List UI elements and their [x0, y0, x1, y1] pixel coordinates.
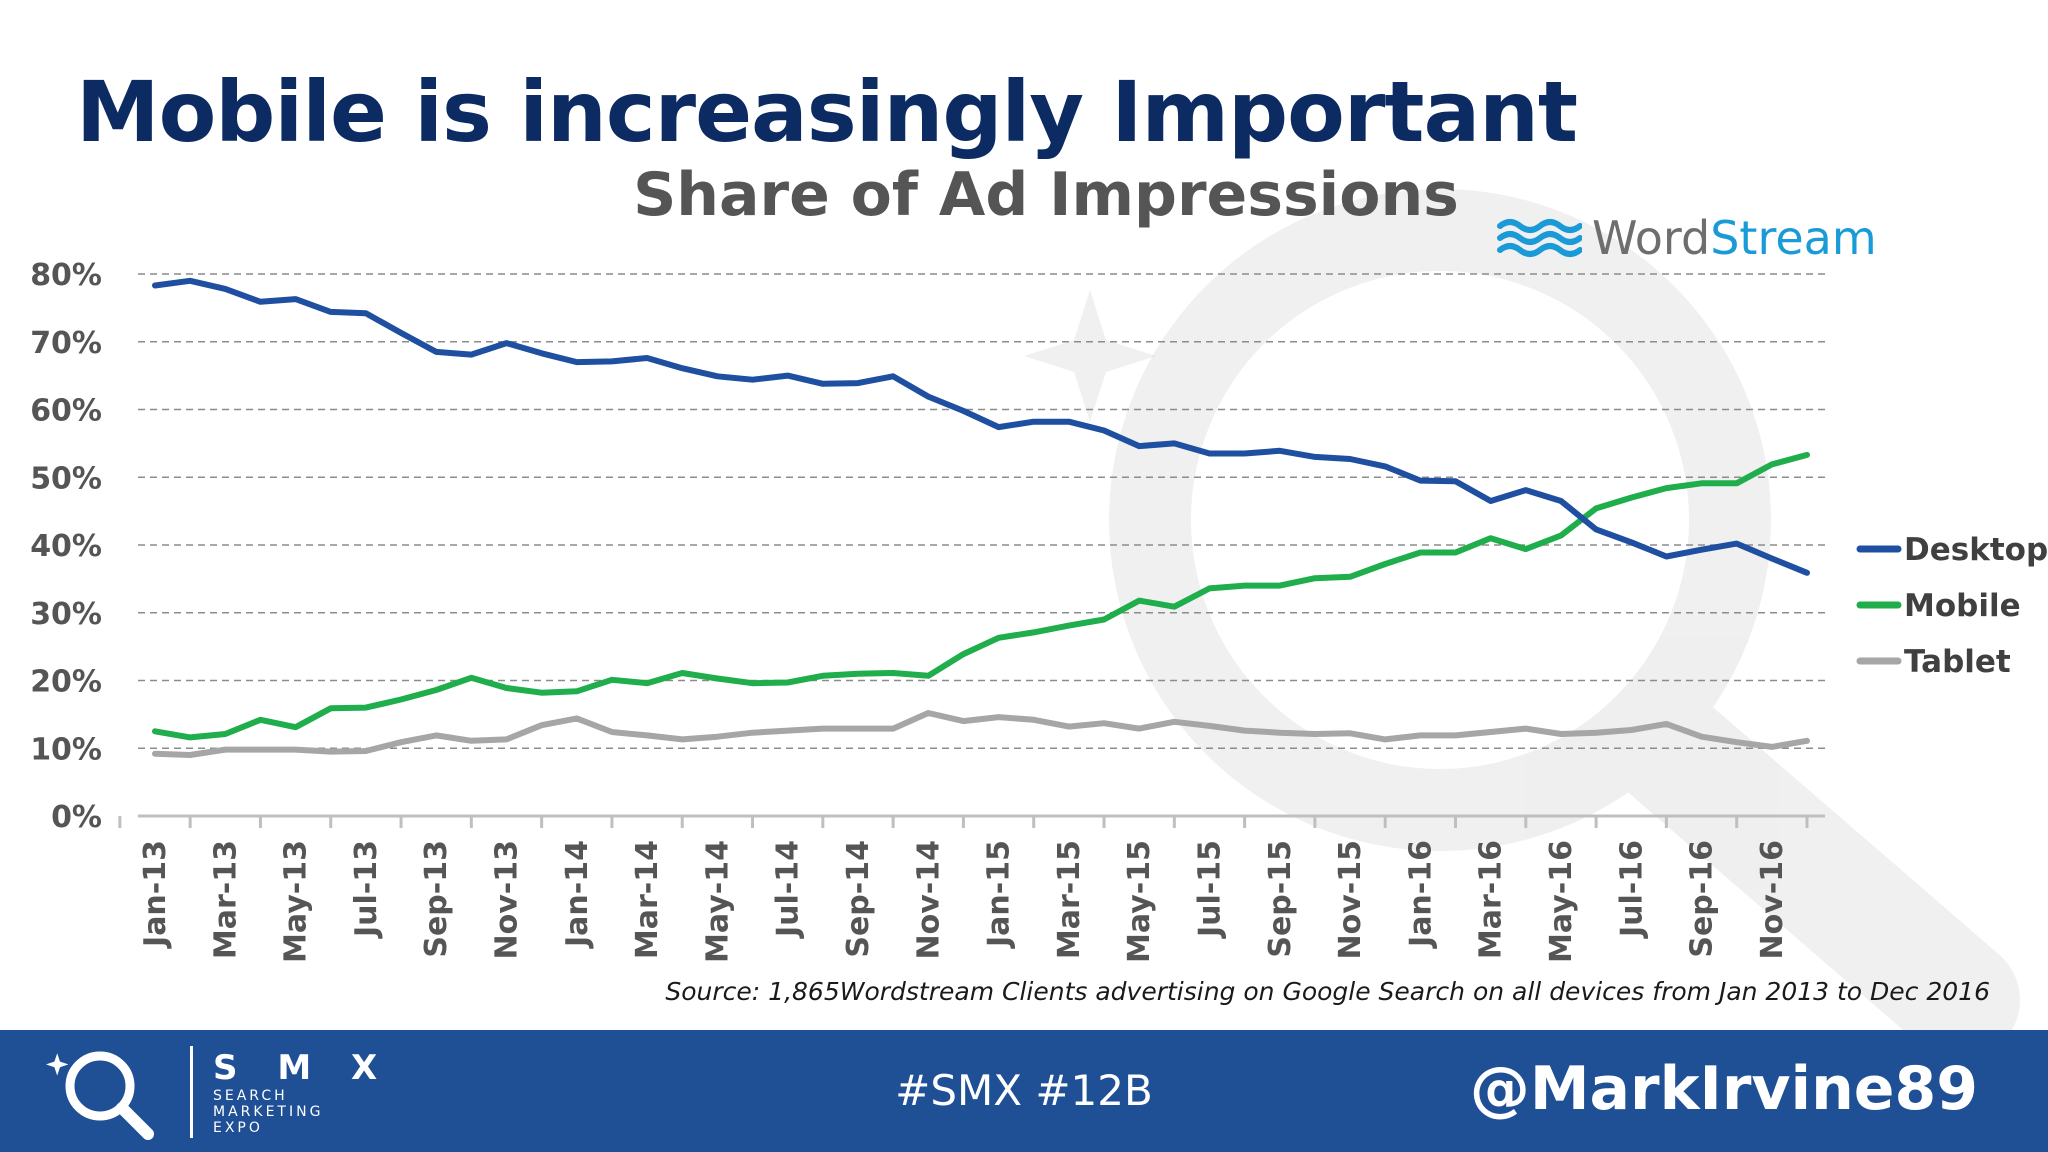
x-tick-label: Mar-15: [1052, 840, 1087, 959]
x-axis: [118, 814, 1825, 828]
smx-line-1: SEARCH: [213, 1088, 288, 1104]
x-tick-label: Jan-13: [138, 840, 173, 949]
x-tick-label: Jul-15: [1192, 840, 1227, 939]
x-tick-label: Jan-14: [560, 840, 595, 949]
twitter-handle: @MarkIrvine89: [1469, 1054, 1978, 1124]
y-tick-label: 20%: [30, 665, 102, 700]
y-tick-label: 10%: [30, 732, 102, 767]
y-tick-label: 0%: [51, 800, 102, 835]
series-line-desktop: [152, 277, 1810, 576]
smx-divider: [190, 1046, 193, 1138]
y-tick-label: 50%: [30, 461, 102, 496]
x-tick-label: Mar-16: [1474, 840, 1509, 959]
y-tick-label: 30%: [30, 597, 102, 632]
x-tick-label: Jul-16: [1614, 840, 1649, 939]
series-line-tablet: [152, 710, 1810, 758]
x-tick-label: Jul-13: [349, 840, 384, 939]
smx-brand: S M X: [213, 1048, 392, 1088]
x-tick-label: Nov-13: [489, 840, 524, 959]
logo-word: Word: [1592, 211, 1711, 265]
smx-wordmark: S M X SEARCH MARKETING EXPO: [213, 1048, 391, 1136]
x-tick-label: Jul-14: [771, 840, 806, 939]
x-tick-label: Sep-15: [1263, 840, 1298, 958]
x-tick-label: Jan-16: [1403, 840, 1438, 949]
wave-icon: [1497, 219, 1582, 257]
y-axis-ticks: 0% 10% 20% 30% 40% 50% 60% 70% 80%: [30, 258, 102, 835]
hashtag: #SMX #12B: [895, 1066, 1153, 1115]
legend-label-tablet: Tablet: [1904, 644, 2011, 680]
series-lines: [152, 277, 1810, 758]
legend-label-desktop: Desktop: [1904, 532, 2048, 568]
x-tick-label: May-14: [700, 840, 735, 963]
wordstream-logo: WordStream: [1496, 210, 1877, 266]
x-tick-label: Sep-14: [841, 840, 876, 958]
x-axis-ticks: Jan-13 Mar-13 May-13 Jul-13 Sep-13 Nov-13 Jan-…: [138, 840, 1790, 963]
x-tick-label: Sep-16: [1685, 840, 1720, 958]
wordstream-logo-text: WordStream: [1592, 210, 1877, 266]
y-tick-label: 70%: [30, 326, 102, 361]
x-tick-label: May-15: [1122, 840, 1157, 963]
x-tick-label: Mar-14: [630, 840, 665, 959]
x-tick-label: Nov-14: [911, 840, 946, 959]
legend: Desktop Mobile Tablet: [1856, 532, 2048, 680]
x-tick-label: Sep-13: [419, 840, 454, 958]
x-tick-label: May-13: [279, 840, 314, 963]
smx-logo: S M X SEARCH MARKETING EXPO: [44, 1046, 391, 1140]
x-tick-label: Mar-13: [208, 840, 243, 959]
x-tick-label: Jan-15: [982, 840, 1017, 949]
x-tick-label: Nov-15: [1333, 840, 1368, 959]
y-tick-label: 40%: [30, 529, 102, 564]
slide-title: Mobile is increasingly Important: [76, 63, 1578, 161]
smx-line-2: MARKETING: [213, 1104, 324, 1120]
y-tick-label: 80%: [30, 258, 102, 293]
x-tick-label: May-16: [1544, 840, 1579, 963]
y-tick-label: 60%: [30, 394, 102, 429]
legend-label-mobile: Mobile: [1904, 588, 2021, 624]
logo-accent: Stream: [1710, 211, 1877, 265]
smx-line-3: EXPO: [213, 1120, 263, 1136]
footer-bar: S M X SEARCH MARKETING EXPO #SMX #12B @M…: [0, 1030, 2048, 1152]
smx-magnifier-icon: [46, 1051, 154, 1140]
series-line-mobile: [152, 451, 1810, 741]
x-tick-label: Nov-16: [1755, 840, 1790, 959]
chart-title: Share of Ad Impressions: [633, 160, 1459, 230]
source-note: Source: 1,865Wordstream Clients advertis…: [665, 977, 1990, 1006]
